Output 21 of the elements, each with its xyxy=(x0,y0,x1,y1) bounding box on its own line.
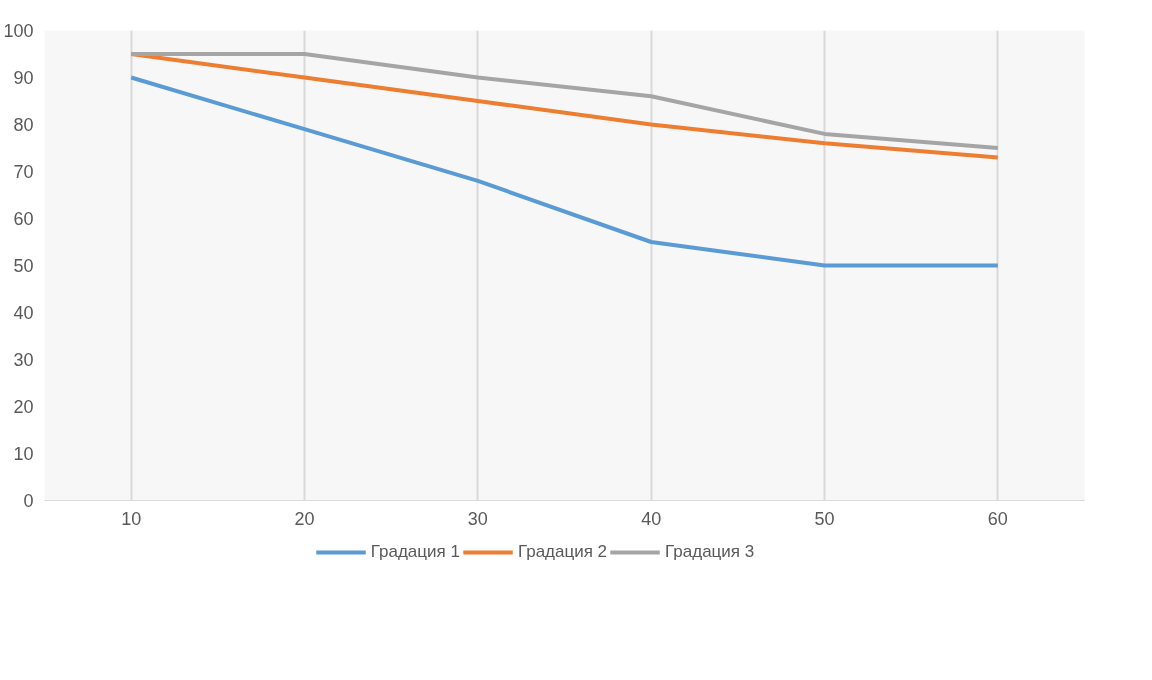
y-tick-label: 50 xyxy=(13,256,34,276)
line-series xyxy=(129,75,1000,268)
x-tick-label: 60 xyxy=(987,508,1008,529)
x-tick-label: 30 xyxy=(467,508,488,529)
y-tick-label: 100 xyxy=(3,21,34,41)
y-tick-label: 20 xyxy=(13,397,34,417)
x-tick-label: 10 xyxy=(121,508,142,529)
legend-label: Градация 3 xyxy=(665,542,755,562)
y-tick-label: 90 xyxy=(13,68,34,88)
y-tick-label: 30 xyxy=(13,350,34,370)
legend-label: Градация 2 xyxy=(517,542,608,562)
legend-label: Градация 1 xyxy=(370,542,460,562)
y-tick-label: 70 xyxy=(13,162,34,182)
y-tick-label: 40 xyxy=(13,303,34,323)
y-tick-label: 80 xyxy=(13,115,34,135)
x-tick-label: 40 xyxy=(641,508,662,529)
x-tick-label: 20 xyxy=(294,508,315,529)
y-tick-label: 10 xyxy=(13,444,34,464)
y-tick-label: 0 xyxy=(23,491,34,511)
x-tick-label: 50 xyxy=(814,508,835,529)
y-tick-label: 60 xyxy=(13,209,34,229)
